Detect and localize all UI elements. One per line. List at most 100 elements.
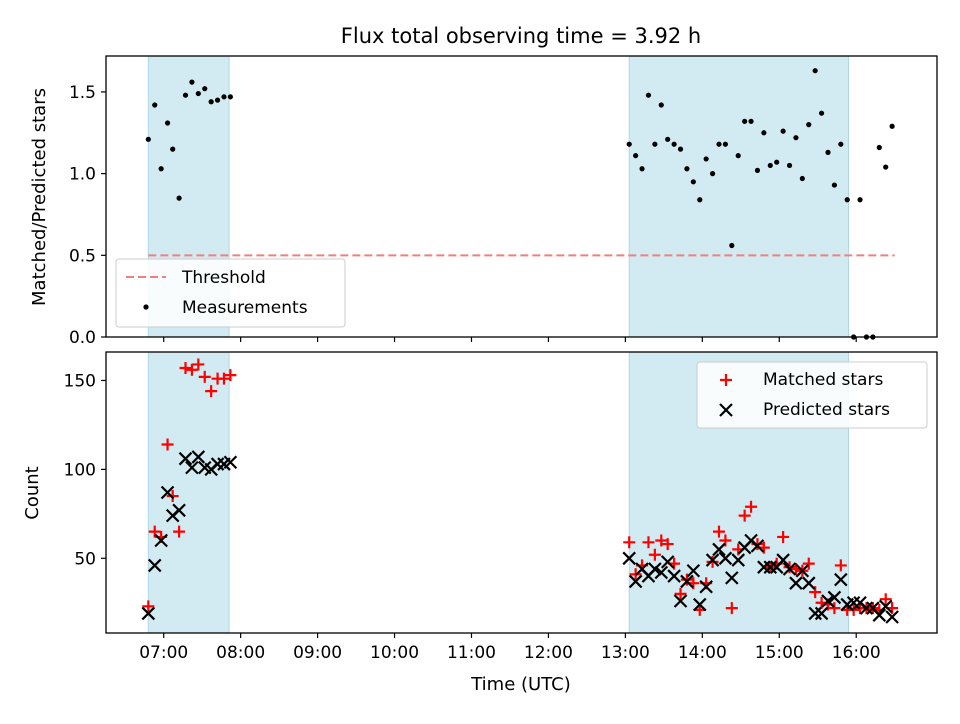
predicted-stars-point [692,597,707,612]
x-tick-label: 15:00 [755,643,804,663]
measurement-point [227,94,233,100]
x-axis-label: Time (UTC) [470,674,571,695]
measurement-point [645,92,652,98]
legend-predicted-swatch [719,403,733,417]
predicted-stars-point [885,610,899,624]
legend-measurements-label: Measurements [182,298,308,318]
predicted-stars-point [660,555,675,569]
y-tick-label: 1.0 [69,165,96,185]
observing-window [628,55,850,338]
predicted-stars-point [757,560,771,574]
y-tick-label: 0.0 [69,328,96,348]
predicted-stars-point [667,569,681,583]
predicted-stars-point [622,551,636,566]
legend-predicted-label: Predicted stars [763,400,890,420]
matched-stars-point [674,587,687,600]
matched-stars-point [623,536,636,549]
matched-stars-point [706,555,719,568]
measurement-point [780,128,786,134]
measurement-point [754,167,761,173]
x-tick-label: 16:00 [832,643,881,663]
predicted-stars-point [628,574,643,589]
predicted-stars-point [725,571,739,585]
measurement-point [716,141,722,147]
matched-stars-point [879,593,892,606]
predicted-stars-point [210,457,225,471]
predicted-stars-point [185,460,199,475]
measurement-point [857,197,863,203]
matched-stars-point [777,530,790,543]
predicted-stars-point [178,451,193,466]
predicted-stars-point [846,595,861,610]
predicted-stars-point [827,590,842,605]
measurement-point [831,182,838,188]
matched-stars-point [712,525,725,538]
predicted-stars-point [191,450,206,464]
predicted-stars-point [808,606,822,621]
ratio-y-axis-label: Matched/Predicted stars [29,88,50,306]
measurement-point [189,79,195,85]
measurement-point [202,86,208,92]
predicted-stars-point [821,594,835,608]
matched-stars-point [642,536,655,549]
legend-box [696,361,928,429]
matched-stars-point [173,525,186,538]
predicted-stars-point [648,562,662,576]
chart-title: Flux total observing time = 3.92 h [341,24,701,48]
predicted-stars-point [789,576,803,590]
measurement-point [812,68,818,74]
y-tick-label: 150 [64,371,96,391]
measurement-point [639,166,645,172]
matched-stars-point [783,561,796,574]
count-y-axis-label: Count [22,466,43,519]
x-tick-label: 12:00 [524,643,573,663]
measurement-point [658,102,664,108]
predicted-stars-point [872,608,887,622]
observing-window [147,351,230,634]
measurement-point [626,141,632,147]
matched-stars-point [224,369,237,382]
predicted-stars-point [801,576,816,590]
predicted-stars-point [859,601,874,615]
measurement-point [176,195,182,201]
measurement-point [208,99,214,105]
matched-stars-point [161,438,174,451]
observing-window-shading [147,55,850,338]
legend-matched-swatch [720,374,732,386]
measurement-point [825,149,831,155]
measurement-point [652,141,658,147]
legend-box [115,258,346,328]
predicted-stars-point [718,551,733,566]
count-axes: 50 100 150 07:00 08:00 09:00 10:00 11:00 12:00 13… [64,351,938,663]
predicted-stars-point [712,542,726,557]
measurement-point [214,97,221,103]
predicted-stars-point [795,563,810,578]
predicted-stars-point [878,599,893,614]
measurement-point [729,242,735,249]
matched-stars-point [655,534,668,547]
x-tick-label: 11:00 [447,643,496,663]
ratio-legend: Threshold Measurements [115,258,346,328]
matched-stars-point [142,600,155,613]
measurement-point [690,179,696,185]
x-tick-label: 10:00 [370,643,419,663]
measurement-point [158,166,164,172]
predicted-stars-point [160,485,175,500]
predicted-stars-point [814,606,829,621]
predicted-stars-point [223,455,238,470]
measurement-point [633,153,639,159]
count-panel: 50 100 150 07:00 08:00 09:00 10:00 11:00 12:00 13… [22,351,938,663]
count-legend: Matched stars Predicted stars [696,361,928,429]
x-tick-label: 08:00 [216,643,265,663]
predicted-stars-point [763,560,778,574]
count-series [141,358,899,624]
matched-stars-point [166,490,179,503]
measurement-point [671,141,677,147]
x-tick-label: 09:00 [293,643,342,663]
matched-stars-point [661,538,674,551]
predicted-stars-point [699,579,713,594]
measurements-series [145,68,895,340]
measurement-point [742,118,748,124]
y-tick-label: 50 [74,549,96,569]
